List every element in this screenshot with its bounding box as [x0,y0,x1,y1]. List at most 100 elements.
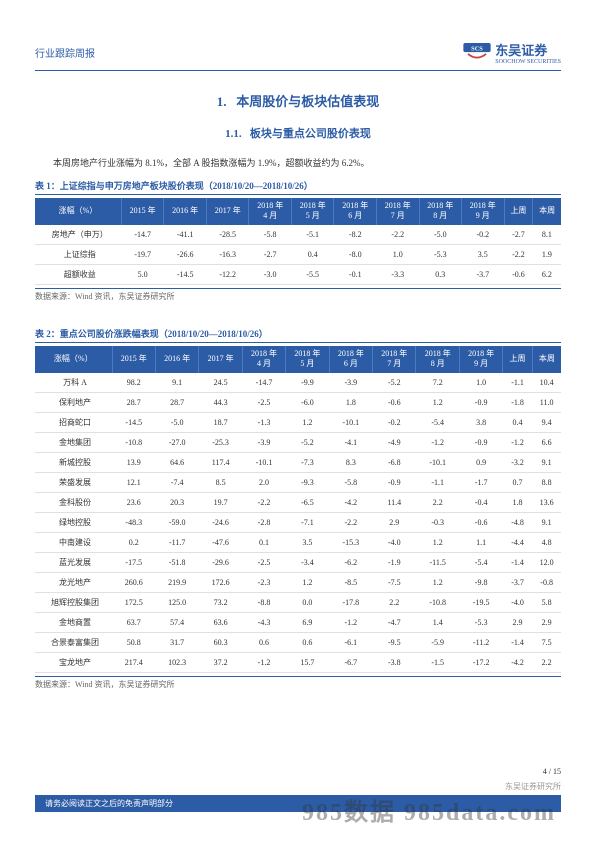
table-cell: 6.6 [532,432,561,452]
table-cell: -10.1 [242,452,285,472]
table-cell: -4.4 [503,532,532,552]
table-cell: -7.1 [286,512,329,532]
table-header-cell: 2018 年5 月 [291,198,334,225]
table-cell: -3.4 [286,552,329,572]
table-cell: -4.2 [503,652,532,672]
table-cell: -7.4 [155,472,198,492]
table-header-cell: 2017 年 [206,198,249,225]
table-cell: -10.1 [329,412,372,432]
table-cell: -5.3 [459,612,502,632]
table-header-cell: 2018 年6 月 [334,198,377,225]
table-cell: -4.9 [373,432,416,452]
table-cell: 8.8 [532,472,561,492]
table-row: 龙光地产260.6219.9172.6-2.31.2-8.5-7.51.2-9.… [35,572,561,592]
table-cell: -2.5 [242,552,285,572]
page-header: 行业跟踪周报 SCS 东吴证券 SOOCHOW SECURITIES [35,40,561,71]
footer-org: 东吴证券研究所 [35,781,561,792]
table-cell: 宝龙地产 [35,652,112,672]
table-row: 金科股份23.620.319.7-2.2-6.5-4.211.42.2-0.41… [35,492,561,512]
table-cell: 98.2 [112,373,155,393]
table-cell: -17.2 [459,652,502,672]
table-cell: -2.2 [504,244,533,264]
table-cell: 102.3 [155,652,198,672]
table-cell: -0.9 [373,472,416,492]
table-cell: 合景泰富集团 [35,632,112,652]
table-cell: 5.8 [532,592,561,612]
table-cell: 13.6 [532,492,561,512]
table-cell: 蓝光发展 [35,552,112,572]
table-header-cell: 涨幅（%） [35,346,112,373]
table-row: 荣盛发展12.1-7.48.52.0-9.3-5.8-0.9-1.1-1.70.… [35,472,561,492]
table-header-cell: 2016 年 [164,198,207,225]
table2-body: 万科 A98.29.124.5-14.7-9.9-3.9-5.27.21.0-1… [35,373,561,673]
table2-source: 数据来源：Wind 资讯，东吴证券研究所 [35,676,561,690]
table1: 涨幅（%）2015 年2016 年2017 年2018 年4 月2018 年5 … [35,198,561,285]
table-cell: -5.8 [249,225,292,245]
table-cell: -1.1 [503,373,532,393]
table-cell: 2.2 [416,492,459,512]
table-cell: 1.1 [459,532,502,552]
table-cell: 172.6 [199,572,242,592]
table-cell: -14.7 [121,225,164,245]
table-cell: -47.6 [199,532,242,552]
table-cell: 117.4 [199,452,242,472]
table-cell: -7.5 [373,572,416,592]
table-cell: -19.7 [121,244,164,264]
table-header-cell: 2018 年7 月 [377,198,420,225]
table-cell: -8.8 [242,592,285,612]
table-cell: -8.5 [329,572,372,592]
table-cell: 217.4 [112,652,155,672]
table-cell: -8.0 [334,244,377,264]
table-cell: -2.7 [249,244,292,264]
table-cell: -3.8 [373,652,416,672]
table-cell: 0.2 [112,532,155,552]
table-cell: 房地产（申万） [35,225,121,245]
table-cell: 50.8 [112,632,155,652]
table2-title: 表 2：重点公司股价涨跌幅表现（2018/10/20—2018/10/26） [35,327,561,343]
table-cell: -0.6 [373,392,416,412]
table-cell: 1.0 [377,244,420,264]
table-cell: -29.6 [199,552,242,572]
table-row: 金地集团-10.8-27.0-25.3-3.9-5.2-4.1-4.9-1.2-… [35,432,561,452]
table-cell: 中南建设 [35,532,112,552]
table-cell: -14.5 [164,264,207,284]
table-cell: -3.2 [503,452,532,472]
table-cell: -19.5 [459,592,502,612]
table-header-cell: 2015 年 [121,198,164,225]
table-cell: -4.3 [242,612,285,632]
table-cell: -6.2 [329,552,372,572]
table2: 涨幅（%）2015 年2016 年2017 年2018 年4 月2018 年5 … [35,346,561,673]
table-header-cell: 2018 年8 月 [419,198,462,225]
table-cell: 1.2 [416,392,459,412]
table-cell: -6.8 [373,452,416,472]
table-cell: 8.1 [533,225,561,245]
company-name: 东吴证券 [495,43,547,58]
table-cell: 5.0 [121,264,164,284]
table-cell: -14.7 [242,373,285,393]
table-cell: 7.5 [532,632,561,652]
table-header-cell: 2015 年 [112,346,155,373]
table-cell: 1.2 [286,572,329,592]
table1-body: 房地产（申万）-14.7-41.1-28.5-5.8-5.1-8.2-2.2-5… [35,225,561,285]
table-cell: -1.1 [416,472,459,492]
table-cell: 6.9 [286,612,329,632]
table-cell: 1.2 [286,412,329,432]
table-row: 金地商置63.757.463.6-4.36.9-1.2-4.71.4-5.32.… [35,612,561,632]
subsection-heading: 1.1. 板块与重点公司股价表现 [35,125,561,141]
table-cell: -0.9 [459,392,502,412]
table-cell: -9.3 [286,472,329,492]
table-cell: -1.8 [503,392,532,412]
table-cell: 3.5 [286,532,329,552]
table-cell: 19.7 [199,492,242,512]
section-number: 1. [217,94,227,109]
company-name-en: SOOCHOW SECURITIES [495,59,561,65]
table-cell: -4.7 [373,612,416,632]
table-header-cell: 上周 [504,198,533,225]
table-cell: 保利地产 [35,392,112,412]
table-cell: -5.8 [329,472,372,492]
table-cell: -5.2 [373,373,416,393]
table-cell: -16.3 [206,244,249,264]
subsection-number: 1.1. [225,128,242,140]
table-cell: 0.3 [419,264,462,284]
table-row: 万科 A98.29.124.5-14.7-9.9-3.9-5.27.21.0-1… [35,373,561,393]
